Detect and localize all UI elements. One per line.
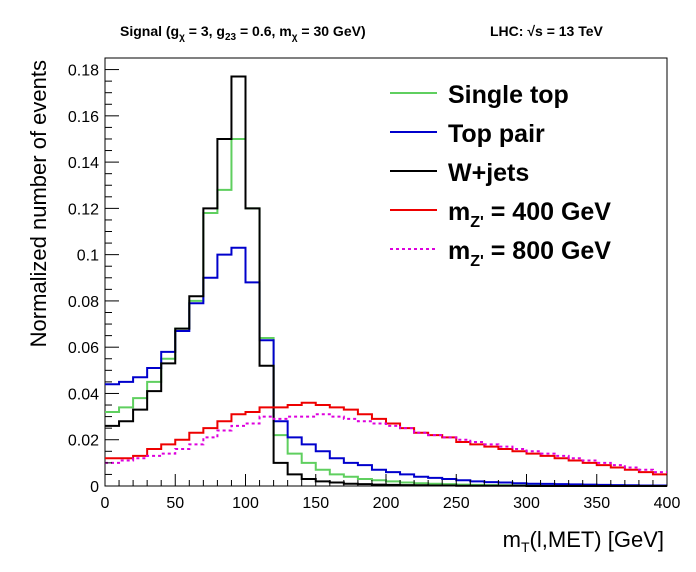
y-tick-label: 0.16 [68, 109, 99, 126]
legend-label-5: mZ' = 800 GeV [448, 237, 611, 270]
x-tick-label: 200 [373, 495, 400, 512]
legend-label-4: mZ' = 400 GeV [448, 198, 611, 231]
m-chi-sub: χ [292, 32, 298, 43]
lhc-suffix: s = 13 TeV [535, 23, 604, 39]
x-axis-title-sub: T [521, 539, 530, 555]
lhc-header: LHC: √s = 13 TeV [490, 23, 604, 39]
signal-header: Signal (gχ = 3, g23 = 0.6, mχ = 30 GeV) [120, 23, 366, 43]
legend-label-2: Top pair [448, 120, 545, 148]
x-tick-label: 400 [654, 495, 681, 512]
g-chi-val: = 3, g [185, 23, 225, 39]
y-axis-ticks: 0 0.02 0.04 0.06 0.08 0.1 0.12 0.14 0.16 0.18 [68, 63, 119, 496]
m-chi-val: = 30 GeV) [298, 23, 366, 39]
histogram-layer [105, 75, 667, 487]
x-tick-label: 0 [101, 495, 110, 512]
legend-label-main: m [448, 237, 470, 265]
x-axis-title-main: m [503, 527, 521, 552]
legend-label-sub: Z' [470, 253, 484, 270]
legend-label-rest: = 400 GeV [484, 198, 611, 226]
y-tick-label: 0.06 [68, 340, 99, 357]
series-5-line [105, 413, 667, 474]
legend-label-sub: Z' [470, 214, 484, 231]
g-chi-sub: χ [179, 32, 185, 43]
x-tick-label: 150 [302, 495, 329, 512]
sqrt-symbol: √ [527, 23, 535, 39]
x-tick-label: 350 [583, 495, 610, 512]
x-axis-title: mT(l,MET) [GeV] [503, 527, 664, 555]
x-axis-ticks: 0 50 100 150 200 250 300 350 400 [101, 474, 681, 512]
x-axis-title-rest: (l,MET) [GeV] [530, 527, 664, 552]
y-tick-label: 0.14 [68, 155, 99, 172]
g23-val: = 0.6, m [236, 23, 292, 39]
legend-label-3: W+jets [448, 159, 529, 187]
lhc-prefix: LHC: [490, 23, 527, 39]
legend-label-rest: = 800 GeV [484, 237, 611, 265]
x-tick-label: 50 [166, 495, 184, 512]
x-tick-label: 250 [443, 495, 470, 512]
y-tick-label: 0.02 [68, 433, 99, 450]
signal-prefix: Signal (g [120, 23, 179, 39]
y-tick-label: 0.18 [68, 63, 99, 80]
x-tick-label: 100 [232, 495, 259, 512]
g23-sub: 23 [225, 32, 237, 43]
y-tick-label: 0.08 [68, 294, 99, 311]
y-tick-label: 0.1 [77, 248, 99, 265]
x-tick-label: 300 [513, 495, 540, 512]
legend-label-main: m [448, 198, 470, 226]
y-tick-label: 0.12 [68, 201, 99, 218]
series-4-line [105, 401, 667, 476]
legend-label-1: Single top [448, 81, 569, 109]
y-axis-title: Normalized number of events [26, 60, 51, 347]
y-tick-label: 0.04 [68, 386, 99, 403]
y-tick-label: 0 [90, 479, 99, 496]
